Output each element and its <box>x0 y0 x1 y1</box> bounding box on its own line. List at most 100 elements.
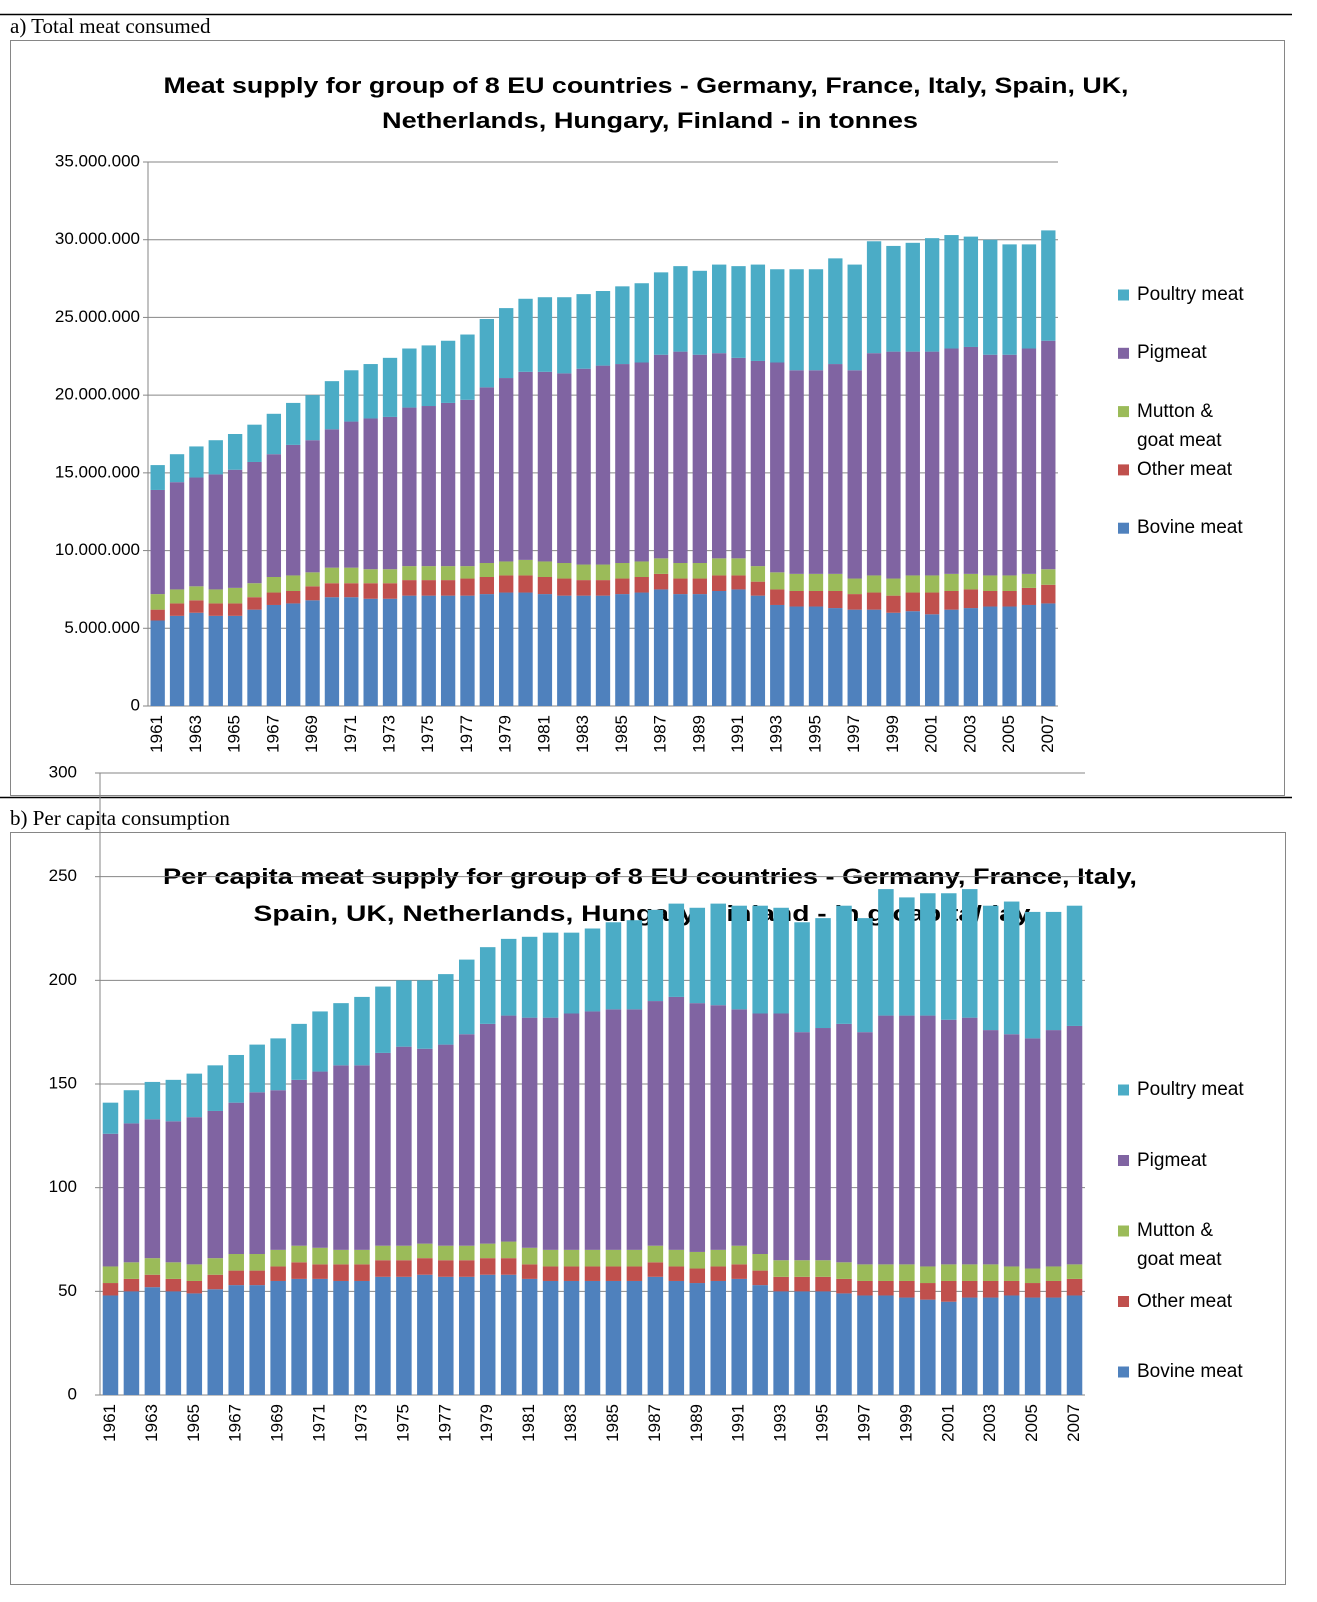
bar-segment <box>521 936 538 1018</box>
bar-segment <box>354 1249 370 1265</box>
bar-segment <box>815 1260 831 1277</box>
bar-segment <box>847 264 862 371</box>
bar-segment <box>375 1276 391 1395</box>
bar-segment <box>249 1092 265 1255</box>
bar-segment <box>1002 590 1017 607</box>
bar-segment <box>165 1079 182 1122</box>
bar-segment <box>1066 905 1083 1026</box>
x-tick-label: 1965 <box>225 715 244 753</box>
bar-segment <box>421 566 436 581</box>
bar-segment <box>333 1280 349 1395</box>
bar-segment <box>375 1245 391 1261</box>
x-tick-label: 1969 <box>268 1404 287 1442</box>
panel-label: a) Total meat consumed <box>10 14 211 38</box>
legend-label: Pigmeat <box>1137 342 1207 364</box>
bar-segment <box>189 477 204 587</box>
bar-segment <box>576 368 591 565</box>
bar-segment <box>249 1285 265 1395</box>
bar-segment <box>731 575 746 590</box>
bar-segment <box>647 1276 664 1395</box>
bar-segment <box>673 563 688 579</box>
bar-segment <box>626 1266 643 1281</box>
bar-segment <box>731 1009 747 1246</box>
bar-segment <box>731 1278 747 1395</box>
bar-segment <box>1021 604 1037 706</box>
bar-segment <box>557 297 572 374</box>
bar-segment <box>460 578 475 596</box>
bar-segment <box>563 1249 580 1267</box>
x-tick-label: 1971 <box>341 715 360 753</box>
bar-segment <box>286 444 301 576</box>
bar-segment <box>123 1278 140 1292</box>
bar-segment <box>689 1268 706 1284</box>
bar-segment <box>417 1243 433 1259</box>
x-tick-label: 2003 <box>960 715 979 753</box>
bar-segment <box>402 595 417 706</box>
y-tick-label: 300 <box>49 762 77 781</box>
bar-segment <box>207 1258 224 1275</box>
bar-segment <box>983 239 998 355</box>
bar-segment <box>944 348 959 574</box>
bar-segment <box>438 1260 454 1277</box>
x-tick-label: 1963 <box>142 1404 161 1442</box>
bar-segment <box>1066 1264 1083 1279</box>
bar-segment <box>944 235 959 349</box>
bar-segment <box>270 1280 286 1395</box>
x-tick-label: 1997 <box>844 715 863 753</box>
x-tick-label: 1967 <box>263 715 282 753</box>
bar-segment <box>1003 1280 1020 1296</box>
bar-segment <box>479 1243 496 1259</box>
bar-segment <box>189 446 204 478</box>
bar-segment <box>836 1293 852 1395</box>
bar-segment <box>123 1123 140 1263</box>
bar-segment <box>189 612 204 706</box>
bar-segment <box>440 580 456 596</box>
bar-segment <box>144 1081 161 1120</box>
x-tick-label: 1979 <box>477 1404 496 1442</box>
bar-segment <box>1003 1295 1020 1395</box>
legend-label: Other meat <box>1137 1290 1233 1312</box>
bar-segment <box>402 566 417 581</box>
bar-segment <box>270 1266 286 1281</box>
bar-segment <box>647 1001 664 1246</box>
bar-segment <box>905 575 920 593</box>
bar-segment <box>228 1254 244 1271</box>
bar-segment <box>542 1017 559 1250</box>
x-tick-label: 1991 <box>728 715 747 753</box>
bar-segment <box>1024 911 1041 1039</box>
bar-segment <box>982 1264 999 1281</box>
bar-segment <box>500 1274 517 1395</box>
legend-label: Mutton & goat meat <box>1137 1220 1222 1270</box>
bar-segment <box>537 594 553 706</box>
bar-segment <box>653 354 669 559</box>
bar-segment <box>982 1280 999 1298</box>
bar-segment <box>228 1285 244 1395</box>
bar-segment <box>924 575 940 593</box>
bar-segment <box>438 1276 454 1395</box>
bar-segment <box>584 1249 601 1267</box>
legend-label: Bovine meat <box>1137 1361 1243 1382</box>
bar-segment <box>668 996 685 1250</box>
bar-segment <box>479 947 496 1024</box>
bar-segment <box>417 1048 433 1244</box>
x-tick-label: 1999 <box>896 1404 915 1442</box>
bar-segment <box>1002 244 1017 355</box>
bar-segment <box>1045 1030 1062 1267</box>
bar-segment <box>286 603 301 706</box>
bar-segment <box>208 474 223 590</box>
bar-segment <box>878 1015 894 1265</box>
bar-segment <box>886 245 901 352</box>
bar-segment <box>924 238 940 352</box>
bar-segment <box>499 561 514 576</box>
bar-segment <box>647 1262 664 1277</box>
bar-segment <box>479 1274 496 1395</box>
x-tick-label: 1985 <box>612 715 631 753</box>
bar-segment <box>808 269 824 371</box>
bar-segment <box>941 1301 957 1395</box>
bar-segment <box>460 334 475 400</box>
bar-segment <box>344 583 359 598</box>
bar-segment <box>961 1017 978 1265</box>
bar-segment <box>227 603 243 616</box>
bar-segment <box>963 573 979 590</box>
bar-segment <box>305 395 320 441</box>
